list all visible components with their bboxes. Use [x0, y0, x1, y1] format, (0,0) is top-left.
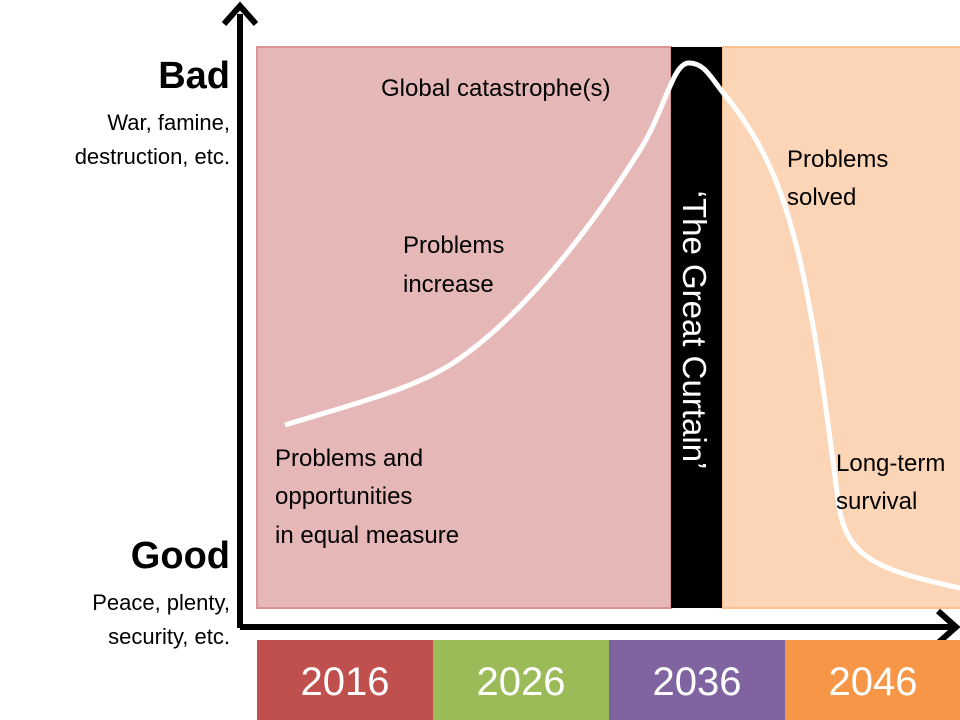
annotation: Problems	[787, 146, 888, 173]
bad-description: War, famine,	[107, 110, 230, 135]
x-axis-arrow	[936, 608, 960, 646]
bad-description: destruction, etc.	[75, 144, 230, 169]
annotation: Long-term	[836, 450, 945, 477]
good-description: Peace, plenty,	[92, 590, 230, 615]
year-label: 2046	[829, 660, 918, 704]
curtain	[671, 47, 722, 608]
curtain-label: ‘The Great Curtain’	[676, 191, 713, 470]
year-box	[609, 640, 785, 720]
pre-curtain-region	[256, 46, 672, 609]
year-box	[433, 640, 609, 720]
annotation: Problems and	[275, 445, 423, 472]
annotation: in equal measure	[275, 522, 459, 549]
year-label: 2026	[477, 660, 566, 704]
trend-curve	[284, 60, 960, 591]
bad-label: Bad	[158, 55, 230, 97]
annotation: survival	[836, 488, 917, 515]
annotation: opportunities	[275, 483, 412, 510]
annotation: Problems	[403, 232, 504, 259]
year-box	[785, 640, 960, 720]
annotation: increase	[403, 271, 494, 298]
annotation: Global catastrophe(s)	[381, 75, 610, 102]
y-axis-arrow	[221, 1, 259, 26]
year-label: 2016	[301, 660, 390, 704]
year-label: 2036	[653, 660, 742, 704]
annotation: solved	[787, 184, 856, 211]
good-label: Good	[131, 535, 230, 577]
year-box	[257, 640, 433, 720]
good-description: security, etc.	[108, 624, 230, 649]
